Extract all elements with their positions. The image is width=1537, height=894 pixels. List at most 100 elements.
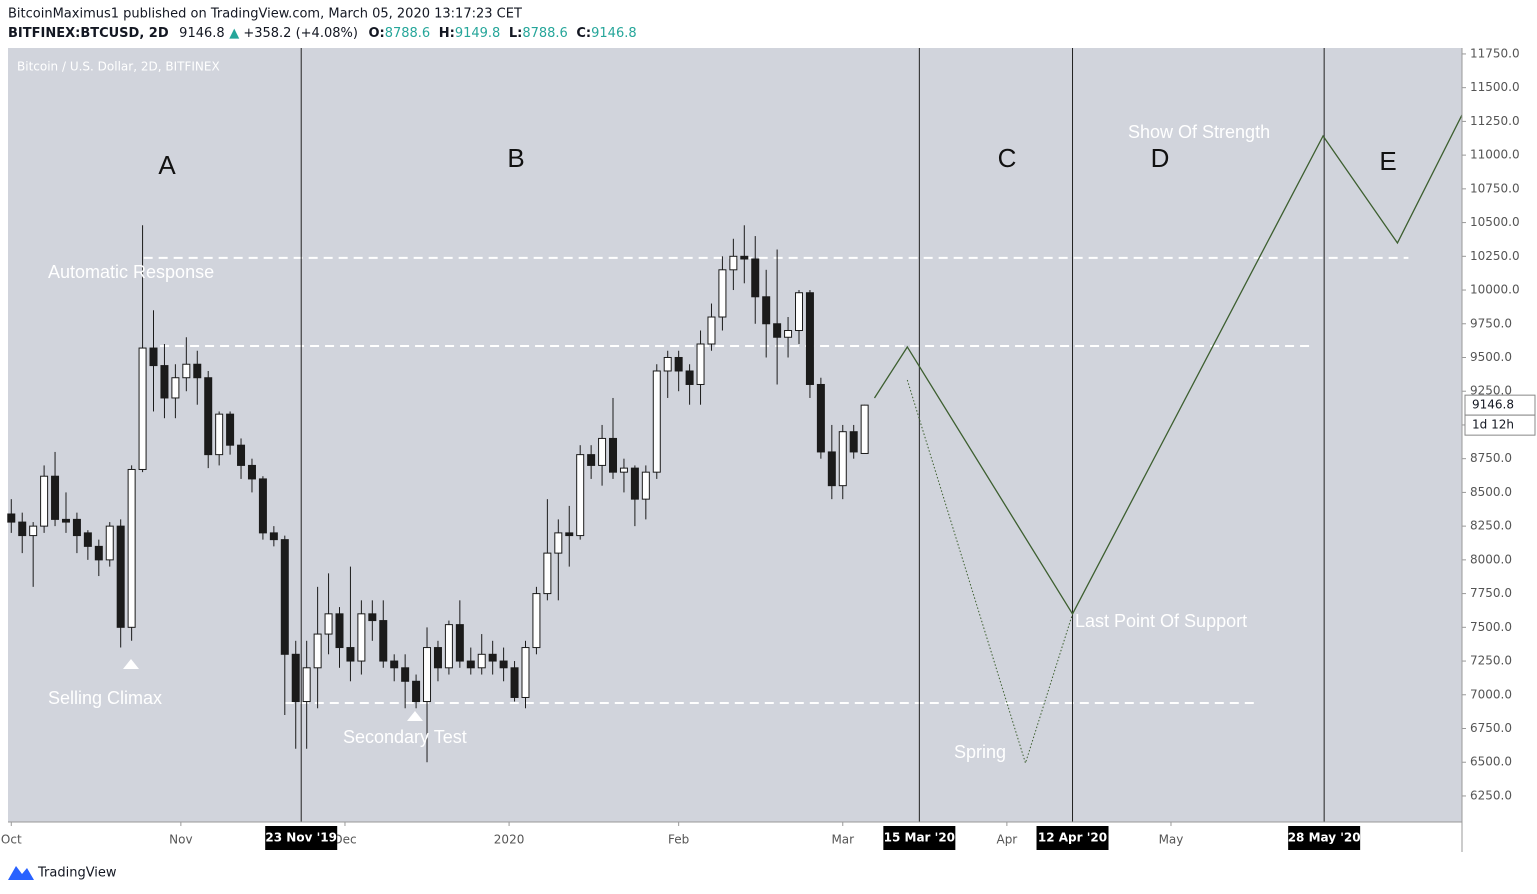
candle-body xyxy=(455,624,464,662)
candle-body xyxy=(61,518,70,523)
phase-label: E xyxy=(1379,146,1396,176)
brand: TradingView xyxy=(37,866,117,881)
candle-body xyxy=(827,451,836,487)
ohlc-label: O: xyxy=(368,26,384,41)
y-tick-label: 8500.0 xyxy=(1470,485,1512,499)
candle-body xyxy=(149,347,158,367)
candle-body xyxy=(466,660,475,669)
y-tick-label: 9500.0 xyxy=(1470,350,1512,364)
candle-body xyxy=(40,475,49,527)
candle-body xyxy=(652,370,661,473)
phase-label: D xyxy=(1151,143,1170,173)
candle-body xyxy=(565,532,574,537)
candle-body xyxy=(860,404,869,454)
candle-body xyxy=(94,545,103,561)
annotation: Automatic Response xyxy=(48,262,214,282)
y-tick-label: 9750.0 xyxy=(1470,316,1512,330)
brand-logo xyxy=(8,866,34,880)
ohlc-value: 9146.8 xyxy=(591,26,637,41)
candle-body xyxy=(784,330,793,338)
symbol-line: BITFINEX:BTCUSD, 2D 9146.8 ▲ +358.2 (+4.… xyxy=(8,26,637,41)
candle-body xyxy=(718,269,727,318)
y-tick-label: 7750.0 xyxy=(1470,586,1512,600)
candle-body xyxy=(193,363,202,379)
candle-body xyxy=(510,667,519,698)
candle-body xyxy=(302,667,311,703)
candle-body xyxy=(795,292,804,332)
y-tick-label: 10000.0 xyxy=(1470,283,1520,297)
byline: BitcoinMaximus1 published on TradingView… xyxy=(8,7,522,22)
candle-body xyxy=(773,323,782,338)
candle-body xyxy=(433,647,442,669)
annotation: Last Point Of Support xyxy=(1075,611,1247,631)
candle-body xyxy=(444,624,453,669)
candle-body xyxy=(247,464,256,480)
candle-body xyxy=(740,255,749,260)
x-tick-label: Mar xyxy=(831,833,854,847)
candle-body xyxy=(313,633,322,669)
candle-body xyxy=(105,525,114,561)
candle-body xyxy=(324,613,333,635)
candle-body xyxy=(226,413,235,446)
candle-body xyxy=(72,518,81,537)
candle-body xyxy=(7,513,16,523)
candle-body xyxy=(280,539,289,655)
phase-label: B xyxy=(507,143,524,173)
marker-label-box xyxy=(1036,826,1109,850)
time-axis xyxy=(0,822,1537,852)
candle-body xyxy=(116,525,125,628)
x-tick-label: 2020 xyxy=(494,833,525,847)
ohlc-value: 8788.6 xyxy=(385,26,431,41)
marker-label: 12 Apr '20 xyxy=(1038,831,1107,845)
candle-body xyxy=(357,613,366,662)
candle-body xyxy=(838,431,847,487)
x-tick-label: Dec xyxy=(333,833,356,847)
candle-body xyxy=(805,292,814,385)
candle-body xyxy=(29,525,38,537)
candle-body xyxy=(291,653,300,703)
candle-body xyxy=(477,653,486,669)
candle-body xyxy=(849,431,858,453)
phase-label: A xyxy=(158,150,176,180)
y-tick-label: 8250.0 xyxy=(1470,519,1512,533)
candle-body xyxy=(532,593,541,649)
y-tick-label: 11500.0 xyxy=(1470,80,1520,94)
candle-body xyxy=(630,467,639,500)
x-tick-label: Apr xyxy=(996,833,1017,847)
price-tag: 9146.8 xyxy=(1472,398,1514,412)
candle-body xyxy=(499,660,508,669)
candle-body xyxy=(554,532,563,554)
y-tick-label: 10750.0 xyxy=(1470,181,1520,195)
candle-body xyxy=(816,383,825,453)
y-tick-label: 10250.0 xyxy=(1470,249,1520,263)
symbol: BITFINEX:BTCUSD, 2D xyxy=(8,26,169,41)
ohlc-label: C: xyxy=(576,26,591,41)
chart-title: Bitcoin / U.S. Dollar, 2D, BITFINEX xyxy=(17,60,220,74)
candle-body xyxy=(641,471,650,500)
candle-body xyxy=(543,552,552,595)
candle-body xyxy=(258,478,267,534)
x-tick-label: Oct xyxy=(1,833,22,847)
candle-body xyxy=(335,613,344,649)
y-tick-label: 8750.0 xyxy=(1470,451,1512,465)
candle-body xyxy=(598,437,607,466)
candle-body xyxy=(215,413,224,456)
annotation: Selling Climax xyxy=(48,688,162,708)
marker-label-box xyxy=(1288,826,1361,850)
candle-body xyxy=(751,258,760,298)
spring-path xyxy=(906,379,1073,765)
candle-body xyxy=(379,620,388,662)
ohlc-value: 9149.8 xyxy=(455,26,501,41)
candle-body xyxy=(204,377,213,456)
candle-body xyxy=(160,365,169,399)
y-tick-label: 11750.0 xyxy=(1470,46,1520,60)
candle-body xyxy=(368,613,377,622)
candle-body xyxy=(127,468,136,628)
candle-body xyxy=(346,647,355,662)
candle-body xyxy=(423,647,432,703)
countdown: 1d 12h xyxy=(1472,418,1514,432)
y-tick-label: 6500.0 xyxy=(1470,755,1512,769)
candle-body xyxy=(707,316,716,345)
candle-body xyxy=(521,647,530,698)
